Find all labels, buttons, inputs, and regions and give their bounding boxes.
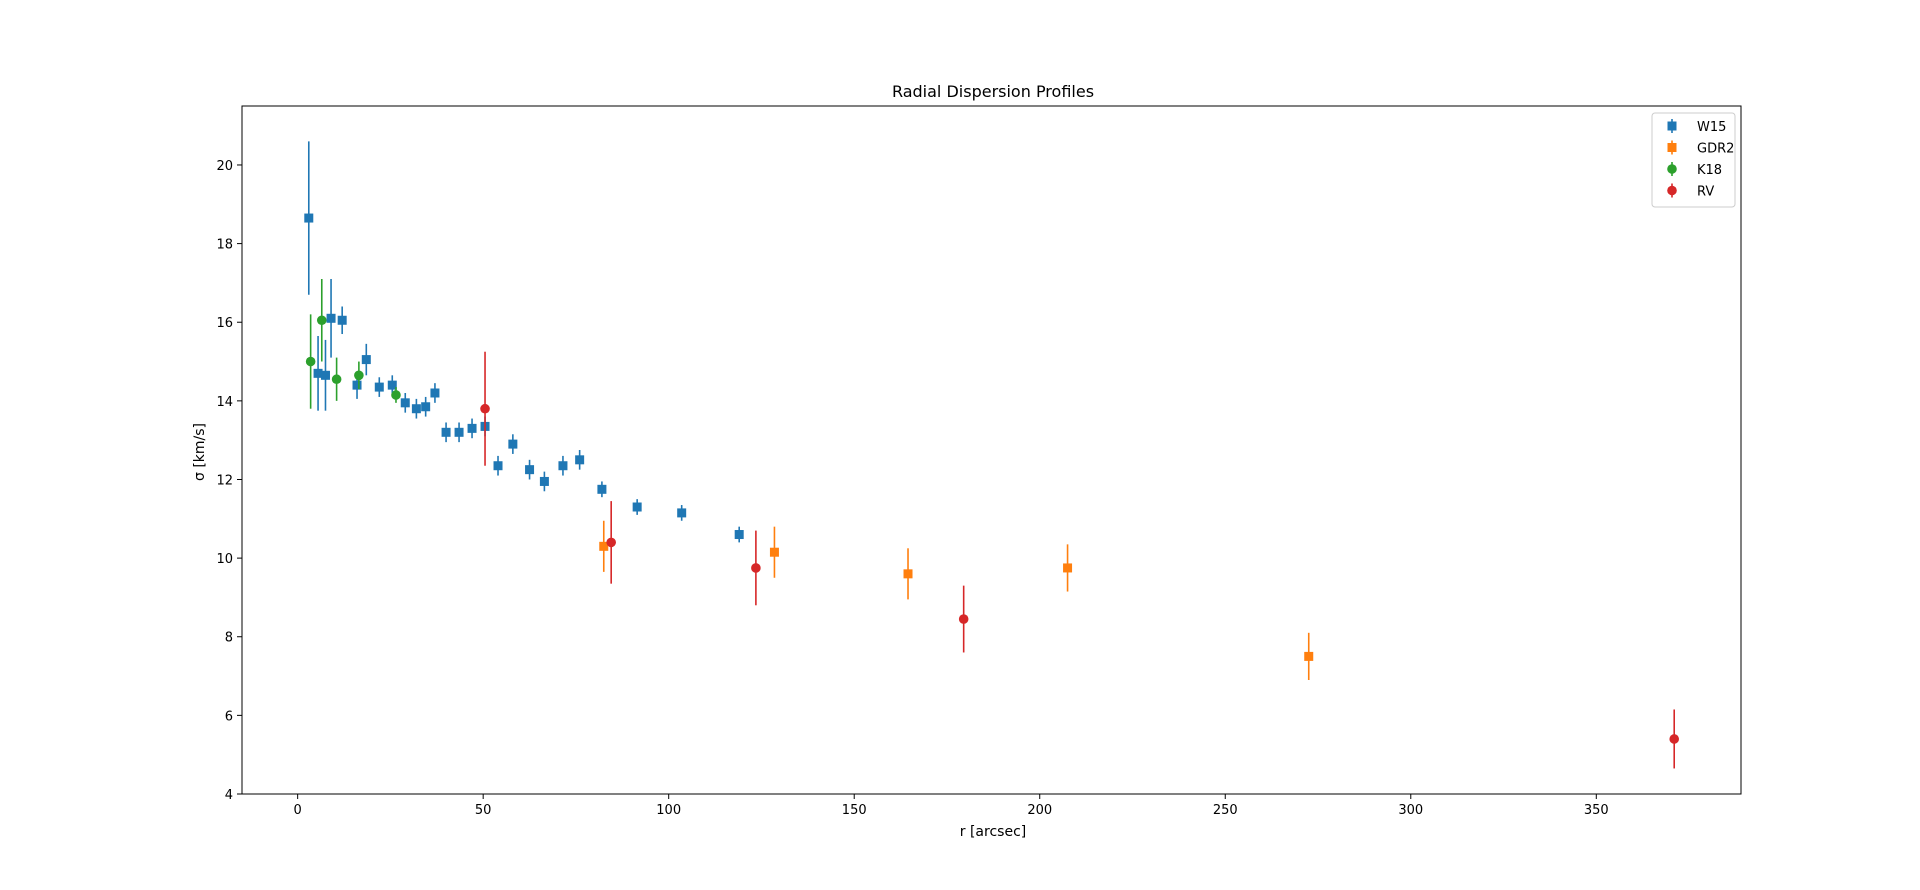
y-tick-label: 14 [216, 395, 233, 410]
legend-label: K18 [1697, 163, 1722, 178]
x-tick-label: 300 [1398, 803, 1423, 818]
data-point [467, 423, 477, 433]
y-tick-label: 4 [225, 788, 233, 803]
plot-area [304, 141, 1680, 769]
x-tick-label: 250 [1213, 803, 1238, 818]
legend-item-gdr2: GDR2 [1667, 140, 1734, 157]
legend: W15 GDR2 K18 RV [1651, 112, 1736, 208]
data-point [387, 380, 397, 390]
legend-marker [1667, 185, 1677, 196]
y-tick-label: 12 [216, 473, 233, 488]
y-tick-label: 6 [225, 709, 233, 724]
legend-item-rv: RV [1667, 183, 1714, 200]
x-tick-label: 0 [294, 803, 302, 818]
data-point [599, 541, 609, 551]
data-point [558, 461, 568, 471]
data-point [320, 370, 330, 380]
legend-label: RV [1697, 185, 1714, 200]
x-axis: 0 50 100 150 200 250 300 350 [294, 794, 1609, 818]
data-point [575, 455, 585, 465]
data-point [391, 390, 401, 400]
data-point [480, 403, 490, 414]
series-gdr2 [599, 520, 1314, 680]
legend-marker [1667, 121, 1677, 131]
y-tick-label: 18 [216, 238, 233, 253]
y-tick-label: 10 [216, 552, 233, 567]
data-point [361, 355, 371, 365]
data-point [304, 213, 314, 223]
data-point [316, 315, 327, 326]
data-point [734, 530, 744, 540]
y-axis: 4 6 8 10 12 14 16 18 20 [216, 159, 242, 803]
y-axis-label: σ [km/s] [192, 423, 208, 481]
data-point [508, 439, 518, 449]
data-point [597, 484, 607, 494]
data-point [331, 374, 342, 385]
data-point [493, 461, 503, 471]
series-rv [480, 351, 1680, 769]
data-point [421, 402, 431, 412]
data-point [313, 368, 323, 378]
data-point [769, 547, 779, 557]
data-point [400, 398, 410, 408]
data-point [454, 427, 464, 437]
data-point [1304, 651, 1314, 661]
data-point [305, 356, 316, 367]
data-point [751, 563, 761, 573]
x-tick-label: 50 [475, 803, 492, 818]
x-tick-label: 100 [656, 803, 681, 818]
data-point [677, 508, 687, 518]
data-point [337, 315, 347, 325]
data-point [352, 380, 362, 390]
chart-title: Radial Dispersion Profiles [892, 82, 1094, 101]
data-point [430, 388, 440, 398]
legend-label: GDR2 [1697, 142, 1734, 157]
data-point [958, 614, 969, 624]
x-tick-label: 150 [842, 803, 867, 818]
legend-marker [1667, 143, 1677, 152]
data-point [374, 382, 384, 392]
x-tick-label: 200 [1027, 803, 1052, 818]
data-point [411, 404, 421, 414]
legend-label: W15 [1697, 120, 1726, 135]
x-axis-label: r [arcsec] [960, 824, 1026, 840]
data-point [1669, 734, 1680, 744]
legend-item-k18: K18 [1667, 162, 1722, 178]
data-point [539, 476, 549, 486]
legend-marker [1667, 164, 1677, 174]
plot-frame [241, 105, 1742, 795]
x-tick-label: 350 [1584, 803, 1609, 818]
data-point [903, 569, 913, 579]
y-tick-label: 16 [216, 316, 233, 331]
y-tick-label: 20 [216, 159, 233, 174]
series-w15 [304, 141, 744, 543]
data-point [354, 370, 364, 381]
data-point [1063, 563, 1073, 573]
y-tick-label: 8 [225, 631, 233, 646]
legend-item-w15: W15 [1667, 119, 1726, 135]
data-point [632, 502, 642, 512]
data-point [441, 427, 451, 437]
data-point [525, 465, 535, 475]
data-point [326, 313, 336, 323]
data-point [606, 537, 616, 548]
series-k18 [305, 278, 401, 409]
